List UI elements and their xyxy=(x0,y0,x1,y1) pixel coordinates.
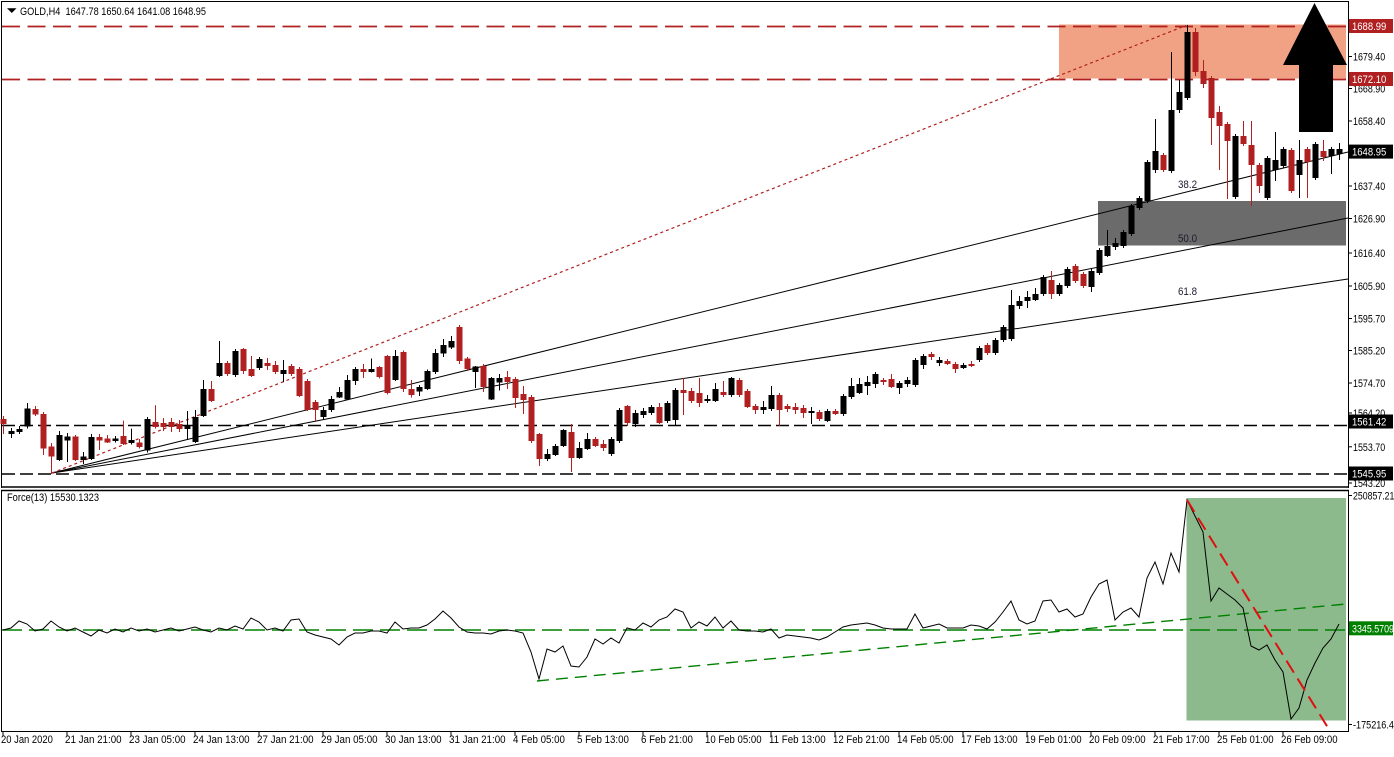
svg-text:1574.70: 1574.70 xyxy=(1353,378,1385,390)
svg-text:1637.40: 1637.40 xyxy=(1353,181,1385,193)
svg-text:14 Feb 05:00: 14 Feb 05:00 xyxy=(897,734,954,746)
svg-text:1688.99: 1688.99 xyxy=(1352,21,1386,33)
svg-text:17 Feb 13:00: 17 Feb 13:00 xyxy=(961,734,1018,746)
svg-text:27 Jan 21:00: 27 Jan 21:00 xyxy=(257,734,314,746)
svg-text:GOLD,H4 1647.78 1650.64 1641.: GOLD,H4 1647.78 1650.64 1641.08 1648.95 xyxy=(20,6,206,18)
svg-text:1543.20: 1543.20 xyxy=(1353,478,1385,490)
svg-text:3345.5709: 3345.5709 xyxy=(1352,623,1394,635)
svg-text:50.0: 50.0 xyxy=(1178,233,1197,245)
svg-text:1648.95: 1648.95 xyxy=(1352,147,1386,159)
svg-text:24 Jan 13:00: 24 Jan 13:00 xyxy=(193,734,250,746)
svg-text:19 Feb 01:00: 19 Feb 01:00 xyxy=(1025,734,1082,746)
svg-text:26 Feb 09:00: 26 Feb 09:00 xyxy=(1281,734,1338,746)
svg-text:1658.40: 1658.40 xyxy=(1353,116,1385,128)
svg-text:1616.40: 1616.40 xyxy=(1353,248,1385,260)
svg-text:1595.70: 1595.70 xyxy=(1353,314,1385,326)
svg-text:10 Feb 05:00: 10 Feb 05:00 xyxy=(705,734,762,746)
svg-text:38.2: 38.2 xyxy=(1178,179,1197,191)
svg-text:1553.70: 1553.70 xyxy=(1353,442,1385,454)
svg-text:1561.42: 1561.42 xyxy=(1352,417,1386,429)
svg-text:1672.10: 1672.10 xyxy=(1352,74,1386,86)
svg-text:1545.95: 1545.95 xyxy=(1352,469,1386,481)
svg-text:30 Jan 13:00: 30 Jan 13:00 xyxy=(385,734,442,746)
svg-text:1668.90: 1668.90 xyxy=(1353,84,1385,96)
svg-text:Force(13) 15530.1323: Force(13) 15530.1323 xyxy=(7,492,99,504)
svg-text:1679.40: 1679.40 xyxy=(1353,52,1385,64)
svg-text:1626.90: 1626.90 xyxy=(1353,214,1385,226)
svg-text:21 Jan 21:00: 21 Jan 21:00 xyxy=(65,734,122,746)
svg-text:61.8: 61.8 xyxy=(1178,286,1197,298)
svg-text:4 Feb 05:00: 4 Feb 05:00 xyxy=(513,734,565,746)
svg-text:6 Feb 21:00: 6 Feb 21:00 xyxy=(641,734,693,746)
svg-text:1585.20: 1585.20 xyxy=(1353,346,1385,358)
svg-text:29 Jan 05:00: 29 Jan 05:00 xyxy=(321,734,378,746)
svg-text:20 Jan 2020: 20 Jan 2020 xyxy=(1,734,53,746)
svg-text:23 Jan 05:00: 23 Jan 05:00 xyxy=(129,734,186,746)
svg-text:5 Feb 13:00: 5 Feb 13:00 xyxy=(577,734,629,746)
svg-text:1605.90: 1605.90 xyxy=(1353,281,1385,293)
svg-text:11 Feb 13:00: 11 Feb 13:00 xyxy=(769,734,826,746)
svg-text:250857.21: 250857.21 xyxy=(1353,491,1394,503)
svg-text:21 Feb 17:00: 21 Feb 17:00 xyxy=(1153,734,1210,746)
svg-text:20 Feb 09:00: 20 Feb 09:00 xyxy=(1089,734,1146,746)
svg-text:12 Feb 21:00: 12 Feb 21:00 xyxy=(833,734,890,746)
svg-text:25 Feb 01:00: 25 Feb 01:00 xyxy=(1217,734,1274,746)
svg-text:31 Jan 21:00: 31 Jan 21:00 xyxy=(449,734,506,746)
svg-text:-175216.40: -175216.40 xyxy=(1353,720,1394,732)
